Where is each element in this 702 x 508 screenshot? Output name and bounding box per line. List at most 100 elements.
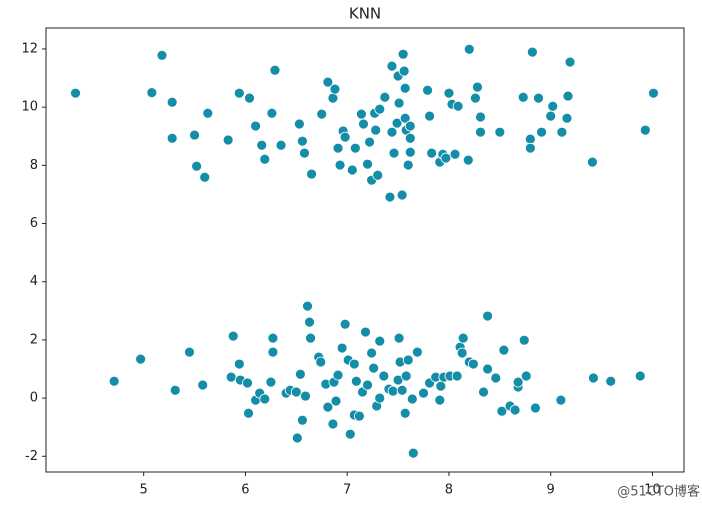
point bbox=[374, 335, 386, 347]
point bbox=[494, 126, 506, 138]
point bbox=[397, 48, 409, 60]
point bbox=[329, 83, 341, 95]
point bbox=[256, 139, 268, 151]
point bbox=[518, 334, 530, 346]
point bbox=[443, 87, 455, 99]
point bbox=[387, 385, 399, 397]
point bbox=[266, 107, 278, 119]
point bbox=[370, 124, 382, 136]
point bbox=[556, 126, 568, 138]
point bbox=[339, 318, 351, 330]
point bbox=[356, 108, 367, 120]
point bbox=[496, 405, 508, 417]
watermark: @51CTO博客 bbox=[617, 484, 700, 500]
point bbox=[435, 380, 447, 392]
point bbox=[440, 152, 452, 164]
point bbox=[402, 159, 414, 171]
point bbox=[434, 394, 446, 406]
point bbox=[275, 139, 287, 151]
point bbox=[399, 82, 411, 94]
point bbox=[393, 97, 405, 109]
point bbox=[156, 49, 168, 61]
point bbox=[269, 64, 281, 76]
point bbox=[562, 90, 574, 102]
point bbox=[344, 428, 356, 440]
point bbox=[378, 370, 390, 382]
point bbox=[526, 46, 538, 58]
point bbox=[227, 330, 239, 342]
point bbox=[267, 332, 279, 344]
point bbox=[222, 134, 234, 146]
point bbox=[424, 110, 436, 122]
point bbox=[189, 129, 200, 141]
point bbox=[407, 447, 419, 459]
point bbox=[463, 43, 475, 55]
point bbox=[605, 375, 617, 387]
y-tick-label: -2 bbox=[25, 449, 38, 464]
point bbox=[297, 135, 308, 147]
x-tick-label: 10 bbox=[644, 483, 661, 498]
point bbox=[462, 154, 474, 166]
point bbox=[358, 118, 369, 130]
point bbox=[472, 81, 483, 93]
point bbox=[322, 401, 334, 413]
y-tick-label: 12 bbox=[21, 41, 38, 56]
point bbox=[520, 370, 532, 382]
point bbox=[386, 126, 398, 138]
point bbox=[587, 156, 598, 168]
point bbox=[524, 142, 536, 154]
point bbox=[265, 376, 277, 388]
x-tick-label: 6 bbox=[241, 483, 249, 498]
point bbox=[372, 169, 384, 181]
point bbox=[135, 353, 147, 365]
x-tick-label: 8 bbox=[445, 483, 453, 498]
point bbox=[374, 392, 386, 404]
point bbox=[426, 147, 438, 159]
point bbox=[293, 118, 305, 130]
point bbox=[648, 87, 659, 99]
point bbox=[639, 124, 651, 136]
point bbox=[108, 375, 120, 387]
point bbox=[146, 87, 158, 98]
point bbox=[490, 372, 502, 384]
point bbox=[336, 342, 348, 354]
point bbox=[388, 147, 400, 159]
point bbox=[451, 370, 463, 382]
point bbox=[422, 84, 433, 96]
point bbox=[316, 108, 328, 120]
point bbox=[302, 300, 313, 312]
point bbox=[533, 92, 544, 104]
point bbox=[547, 100, 559, 112]
point bbox=[166, 96, 178, 108]
point bbox=[396, 189, 408, 201]
y-tick-label: 10 bbox=[21, 100, 38, 115]
point bbox=[418, 387, 429, 399]
point bbox=[299, 147, 310, 159]
point bbox=[233, 87, 245, 99]
point bbox=[396, 384, 408, 396]
y-tick-label: 8 bbox=[30, 158, 38, 173]
point bbox=[400, 370, 412, 382]
point bbox=[315, 356, 327, 368]
x-tick-label: 9 bbox=[547, 483, 555, 498]
point bbox=[364, 136, 375, 148]
point bbox=[399, 112, 411, 124]
point bbox=[304, 316, 315, 328]
point bbox=[327, 92, 339, 104]
point bbox=[406, 393, 418, 405]
point bbox=[404, 120, 416, 132]
y-tick-label: 6 bbox=[30, 216, 38, 231]
point bbox=[498, 344, 510, 356]
point bbox=[561, 112, 573, 124]
point bbox=[339, 131, 351, 143]
point bbox=[475, 111, 486, 123]
point bbox=[449, 148, 461, 160]
point bbox=[169, 384, 181, 396]
axes-frame bbox=[45, 27, 685, 473]
point bbox=[291, 432, 303, 444]
point bbox=[457, 332, 469, 344]
point bbox=[327, 418, 339, 430]
point bbox=[332, 142, 344, 154]
point bbox=[393, 332, 405, 344]
